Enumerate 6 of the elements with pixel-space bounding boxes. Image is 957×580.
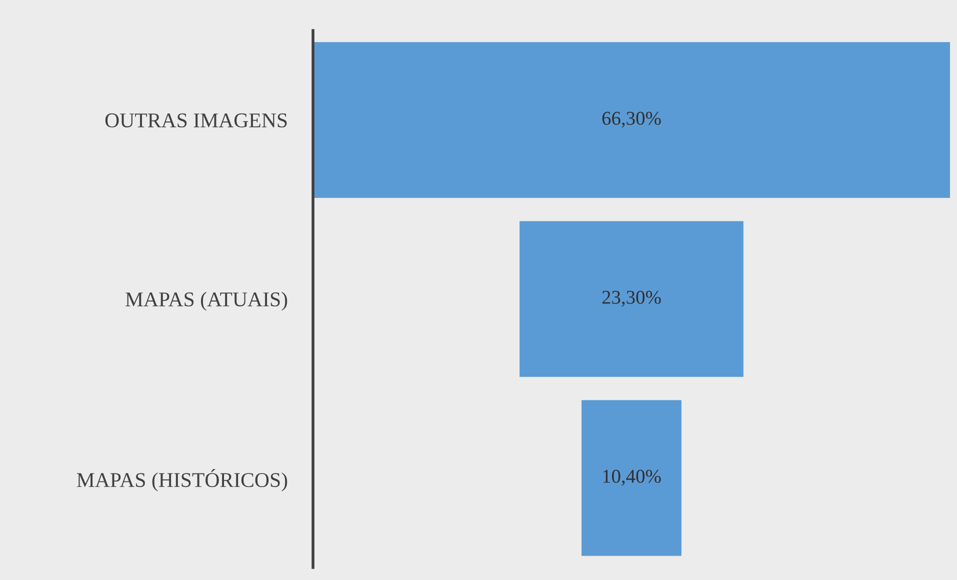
- category-label: MAPAS (ATUAIS): [126, 292, 288, 311]
- data-label: 10,40%: [603, 470, 661, 486]
- category-label: MAPAS (HISTÓRICOS): [76, 469, 288, 492]
- category-label: OUTRAS IMAGENS: [105, 113, 287, 128]
- data-label: 23,30%: [602, 290, 661, 307]
- data-label: 66,30%: [602, 112, 661, 128]
